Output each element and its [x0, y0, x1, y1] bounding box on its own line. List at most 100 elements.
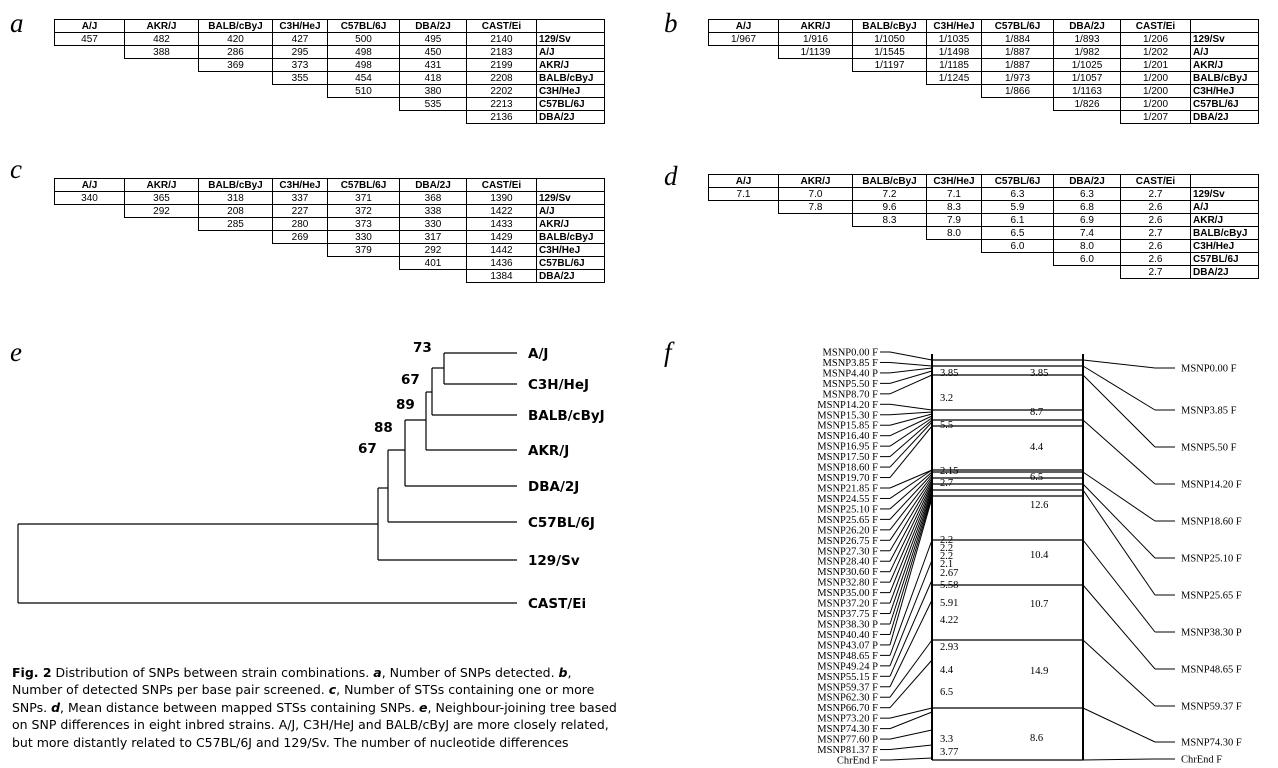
left-marker-label: MSNP26.20 F [817, 525, 878, 536]
right-marker-label: MSNP3.85 F [1181, 406, 1237, 417]
left-marker-label: MSNP55.15 F [817, 672, 878, 683]
row-label: 129/Sv [1190, 32, 1259, 46]
left-marker-label: MSNP38.30 P [817, 620, 878, 631]
tree-leaf-c3h: C3H/HeJ [528, 377, 589, 393]
table-cell: 6.1 [981, 213, 1054, 227]
table-cell: 388 [124, 45, 199, 59]
left-marker-label: MSNP37.20 F [817, 599, 878, 610]
right-interval-value: 8.6 [1030, 733, 1043, 744]
table-cell: 1/916 [778, 32, 853, 46]
panel-letter-d: d [664, 161, 678, 191]
left-marker-label: MSNP8.70 F [823, 389, 879, 400]
table-cell: 1/1050 [852, 32, 927, 46]
row-label: C3H/HeJ [536, 84, 605, 98]
table-d-mean-distance: A/J AKR/J BALB/cByJ C3H/HeJ C57BL/6J DBA/2J CA… [708, 174, 1259, 279]
tree-leaf-akr: AKR/J [528, 443, 569, 459]
left-interval-value: 4.4 [940, 665, 954, 676]
column-header: C57BL/6J [981, 19, 1054, 33]
column-header: BALB/cByJ [852, 19, 927, 33]
bootstrap-value: 73 [413, 340, 432, 356]
right-interval-value: 12.6 [1030, 500, 1048, 511]
row-label: AKR/J [1190, 58, 1259, 72]
table-row: 535 2213 C57BL/6J [55, 97, 605, 111]
table-cell: 1/887 [981, 45, 1054, 59]
right-marker-label: MSNP59.37 F [1181, 702, 1242, 713]
table-row: 2136 DBA/2J [55, 110, 605, 124]
table-row: 1/826 1/200 C57BL/6J [709, 97, 1259, 111]
table-cell: 1/200 [1120, 84, 1191, 98]
table-cell: 1/207 [1120, 110, 1191, 124]
table-cell: 6.8 [1053, 200, 1121, 214]
bootstrap-value: 67 [358, 441, 377, 457]
left-interval-value: 2.93 [940, 642, 958, 653]
column-header: CAST/Ei [1120, 174, 1191, 188]
table-cell: 1/866 [981, 84, 1054, 98]
right-interval-value: 3.85 [1030, 368, 1048, 379]
left-interval-value: 3.85 [940, 368, 958, 379]
table-cell: 1/1025 [1053, 58, 1121, 72]
table-cell: 7.0 [778, 187, 853, 201]
panel-letter-c: c [10, 154, 22, 184]
left-marker-label: MSNP74.30 F [817, 724, 878, 735]
right-interval-value: 10.4 [1030, 550, 1049, 561]
right-marker-label: MSNP48.65 F [1181, 665, 1242, 676]
tree-leaf-129: 129/Sv [528, 553, 580, 569]
table-cell: 1/893 [1053, 32, 1121, 46]
caption-text: , Neighbour-joining tree based on SNP di… [12, 699, 617, 750]
left-marker-label: MSNP24.55 F [817, 494, 878, 505]
tree-leaf-a-j: A/J [528, 346, 548, 362]
table-cell: 1/967 [708, 32, 779, 46]
left-interval-value: 3.3 [940, 734, 953, 745]
table-cell: 379 [327, 243, 400, 257]
table-cell: 8.0 [1053, 239, 1121, 253]
left-marker-label: MSNP43.07 P [817, 640, 878, 651]
caption-letter: d [51, 699, 61, 715]
table-row: 6.0 2.6 C57BL/6J [709, 252, 1259, 266]
table-cell: 1/884 [981, 32, 1054, 46]
caption-intro: Distribution of SNPs between strain comb… [51, 665, 374, 680]
table-cell: 1/206 [1120, 32, 1191, 46]
caption-letter: e [419, 699, 428, 715]
row-label: A/J [1190, 200, 1259, 214]
left-marker-label: MSNP16.40 F [817, 431, 878, 442]
table-cell: 6.5 [981, 226, 1054, 240]
table-cell: 1/1139 [778, 45, 853, 59]
left-interval-value: 4.22 [940, 615, 958, 626]
row-label: BALB/cByJ [1190, 226, 1259, 240]
left-marker-label: MSNP21.85 F [817, 484, 878, 495]
right-interval-value: 6.5 [1030, 472, 1043, 483]
left-marker-label: MSNP62.30 F [817, 693, 878, 704]
right-marker-label: MSNP25.65 F [1181, 591, 1242, 602]
caption-fig-label: Fig. 2 [12, 665, 52, 680]
table-cell: 340 [54, 191, 125, 205]
table-cell: 1/200 [1120, 97, 1191, 111]
left-marker-label: MSNP15.30 F [817, 410, 878, 421]
caption-letter: b [558, 665, 568, 680]
row-label: DBA/2J [536, 110, 605, 124]
caption-text: , Number of SNPs detected. [381, 665, 559, 680]
left-marker-label: MSNP26.75 F [817, 536, 878, 547]
caption-text: , Number of STSs containing one or more … [12, 682, 595, 715]
bootstrap-value: 88 [374, 420, 393, 436]
table-row: 1/866 1/1163 1/200 C3H/HeJ [709, 84, 1259, 98]
bootstrap-value: 89 [396, 397, 415, 413]
table-row: 7.8 9.6 8.3 5.9 6.8 2.6 A/J [709, 200, 1259, 214]
table-cell: 1/982 [1053, 45, 1121, 59]
column-header: AKR/J [778, 19, 853, 33]
table-row: 340 365 318 337 371 368 1390 129/Sv [54, 191, 605, 205]
panel-letter-a: a [10, 8, 24, 38]
left-interval-value: 2.7 [940, 478, 953, 489]
table-cell: 8.3 [852, 213, 927, 227]
table-cell: 1/887 [981, 58, 1054, 72]
left-marker-label: MSNP77.60 P [817, 735, 878, 746]
column-header: CAST/Ei [1120, 19, 1191, 33]
table-cell: 7.8 [778, 200, 853, 214]
table-cell: 1/202 [1120, 45, 1191, 59]
table-cell: 292 [124, 204, 199, 218]
column-header [1190, 174, 1259, 188]
column-header: DBA/2J [1053, 174, 1121, 188]
figure-caption: Fig. 2 Distribution of SNPs between stra… [12, 664, 624, 751]
row-label: 129/Sv [1190, 187, 1259, 201]
left-marker-label: MSNP35.00 F [817, 588, 878, 599]
table-cell: 6.9 [1053, 213, 1121, 227]
